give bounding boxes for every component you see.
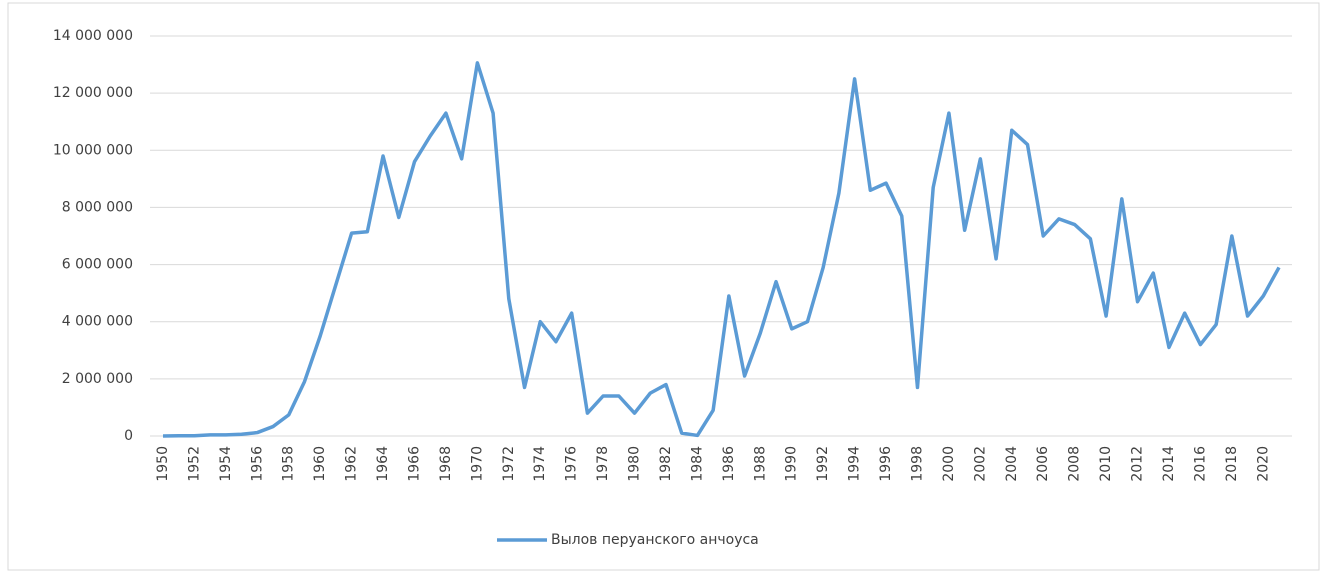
x-tick-label: 2004 [1004, 446, 1020, 482]
y-tick-label: 14 000 000 [53, 28, 133, 44]
y-tick-label: 2 000 000 [62, 371, 133, 387]
x-tick-label: 1956 [249, 446, 265, 482]
x-tick-label: 1966 [406, 446, 422, 482]
x-tick-label: 1994 [847, 446, 863, 482]
y-tick-label: 4 000 000 [62, 314, 133, 330]
x-tick-label: 2006 [1035, 446, 1051, 482]
y-tick-label: 0 [124, 428, 133, 444]
y-tick-label: 12 000 000 [53, 85, 133, 101]
x-tick-label: 1950 [155, 446, 171, 482]
x-tick-label: 1960 [312, 446, 328, 482]
x-tick-label: 2000 [941, 446, 957, 482]
x-tick-label: 1980 [627, 446, 643, 482]
x-tick-label: 2020 [1255, 446, 1271, 482]
y-tick-label: 8 000 000 [62, 199, 133, 215]
chart-border [7, 2, 1320, 571]
x-tick-label: 2014 [1161, 446, 1177, 482]
x-tick-label: 2018 [1224, 446, 1240, 482]
x-tick-label: 1986 [721, 446, 737, 482]
x-tick-label: 2012 [1130, 446, 1146, 482]
x-tick-label: 2016 [1192, 446, 1208, 482]
y-tick-label: 6 000 000 [62, 257, 133, 273]
x-tick-label: 1958 [281, 446, 297, 482]
x-tick-label: 1954 [218, 446, 234, 482]
x-tick-label: 1962 [344, 446, 360, 482]
x-tick-label: 1952 [186, 446, 202, 482]
x-tick-label: 1990 [784, 446, 800, 482]
y-tick-label: 10 000 000 [53, 142, 133, 158]
x-tick-label: 2008 [1067, 446, 1083, 482]
x-tick-label: 1984 [689, 446, 705, 482]
x-tick-label: 1998 [909, 446, 925, 482]
x-tick-label: 1964 [375, 446, 391, 482]
legend-label: Вылов перуанского анчоуса [551, 532, 759, 548]
x-tick-label: 1974 [532, 446, 548, 482]
x-tick-label: 1972 [501, 446, 517, 482]
x-tick-label: 1992 [815, 446, 831, 482]
x-tick-label: 2010 [1098, 446, 1114, 482]
x-tick-label: 1988 [752, 446, 768, 482]
x-tick-label: 1968 [438, 446, 454, 482]
x-tick-label: 2002 [972, 446, 988, 482]
x-tick-label: 1978 [595, 446, 611, 482]
x-tick-label: 1982 [658, 446, 674, 482]
x-tick-label: 1970 [469, 446, 485, 482]
x-tick-label: 1976 [564, 446, 580, 482]
data-line [162, 61, 1281, 438]
x-tick-label: 1996 [878, 446, 894, 482]
